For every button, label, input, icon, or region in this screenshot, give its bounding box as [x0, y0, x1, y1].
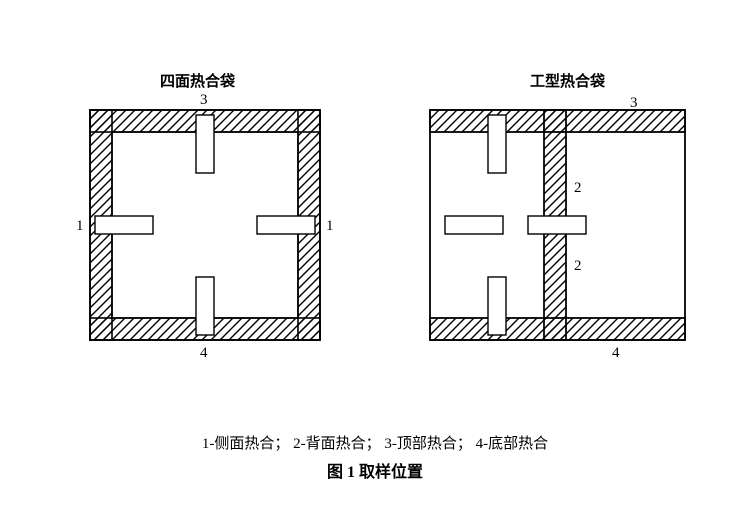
label-left-side-r: 1	[326, 218, 334, 235]
label-left-bottom: 4	[200, 345, 208, 362]
figure-caption: 图 1 取样位置	[0, 458, 750, 482]
label-right-bottom: 4	[612, 345, 620, 362]
title-left: 四面热合袋	[160, 70, 235, 91]
diagram-four-side	[70, 95, 340, 365]
label-right-top: 3	[630, 95, 638, 112]
page-root: 四面热合袋 工型热合袋	[0, 0, 750, 517]
label-left-top: 3	[200, 92, 208, 109]
label-left-side-l: 1	[76, 218, 84, 235]
diagram-i-type	[410, 95, 705, 365]
label-right-mid-upper: 2	[574, 180, 582, 197]
label-right-mid-lower: 2	[574, 258, 582, 275]
legend-text: 1-侧面热合； 2-背面热合； 3-顶部热合； 4-底部热合	[0, 432, 750, 453]
title-right: 工型热合袋	[530, 70, 605, 91]
